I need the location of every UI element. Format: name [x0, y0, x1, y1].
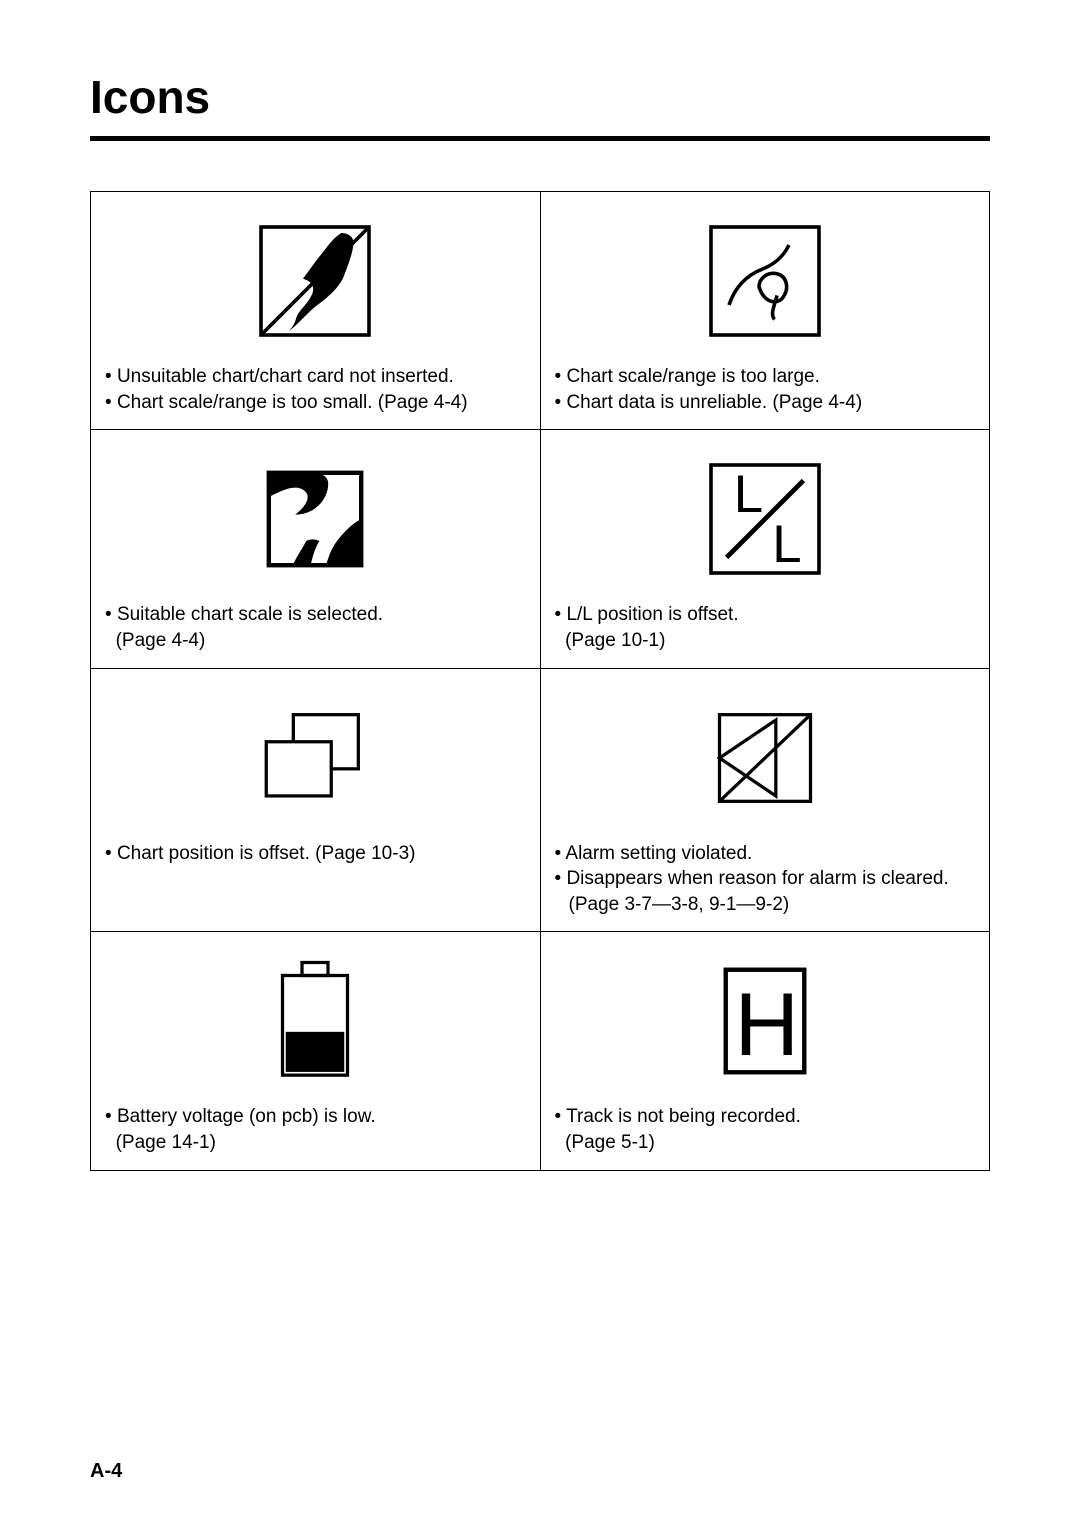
- cell-alarm: • Alarm setting violated. • Disappears w…: [540, 668, 990, 932]
- bullet-text: Chart position is offset. (Page 10-3): [117, 843, 416, 864]
- bullet-text: (Page 5-1): [565, 1132, 655, 1153]
- bullet: • Alarm setting violated.: [555, 841, 982, 867]
- bullet: • Track is not being recorded.: [555, 1104, 982, 1130]
- unsuitable-chart-icon: [99, 206, 532, 356]
- bullet: • Chart scale/range is too large.: [555, 364, 982, 390]
- cell-unsuitable-chart: • Unsuitable chart/chart card not insert…: [91, 192, 541, 430]
- scale-too-large-icon: [549, 206, 982, 356]
- bullet-text: Disappears when reason for alarm is clea…: [566, 868, 948, 915]
- bullet: (Page 14-1): [105, 1130, 532, 1156]
- cell-ll-offset: L L • L/L position is offset. (Page 10-1…: [540, 430, 990, 668]
- bullet: • Chart data is unreliable. (Page 4-4): [555, 390, 982, 416]
- cell-desc: • Battery voltage (on pcb) is low. (Page…: [99, 1104, 532, 1155]
- bullet: (Page 10-1): [555, 628, 982, 654]
- cell-scale-too-large: • Chart scale/range is too large. • Char…: [540, 192, 990, 430]
- cell-battery: • Battery voltage (on pcb) is low. (Page…: [91, 932, 541, 1170]
- bullet-text: Unsuitable chart/chart card not inserted…: [117, 366, 454, 387]
- cell-desc: • Alarm setting violated. • Disappears w…: [549, 841, 982, 918]
- cell-desc: • Track is not being recorded. (Page 5-1…: [549, 1104, 982, 1155]
- svg-text:H: H: [734, 974, 799, 1074]
- page-title: Icons: [90, 70, 990, 124]
- chart-offset-icon: [99, 683, 532, 833]
- bullet-text: Battery voltage (on pcb) is low.: [117, 1106, 376, 1127]
- bullet-text: Chart scale/range is too small. (Page 4-…: [117, 392, 468, 413]
- cell-desc: • Unsuitable chart/chart card not insert…: [99, 364, 532, 415]
- cell-track-h: H • Track is not being recorded. (Page 5…: [540, 932, 990, 1170]
- bullet: • Disappears when reason for alarm is cl…: [555, 866, 982, 917]
- bullet: (Page 5-1): [555, 1130, 982, 1156]
- bullet: • Chart scale/range is too small. (Page …: [105, 390, 532, 416]
- bullet: • Chart position is offset. (Page 10-3): [105, 841, 532, 867]
- ll-offset-icon: L L: [549, 444, 982, 594]
- bullet: • Suitable chart scale is selected.: [105, 602, 532, 628]
- page-number: A-4: [90, 1460, 122, 1483]
- cell-chart-offset: • Chart position is offset. (Page 10-3): [91, 668, 541, 932]
- battery-icon: [99, 946, 532, 1096]
- bullet-text: Chart scale/range is too large.: [566, 366, 819, 387]
- bullet-text: (Page 4-4): [116, 630, 206, 651]
- track-h-icon: H: [549, 946, 982, 1096]
- cell-desc: • Chart scale/range is too large. • Char…: [549, 364, 982, 415]
- bullet-text: (Page 10-1): [565, 630, 665, 651]
- bullet: • L/L position is offset.: [555, 602, 982, 628]
- cell-desc: • L/L position is offset. (Page 10-1): [549, 602, 982, 653]
- alarm-icon: [549, 683, 982, 833]
- bullet: • Battery voltage (on pcb) is low.: [105, 1104, 532, 1130]
- cell-desc: • Chart position is offset. (Page 10-3): [99, 841, 532, 867]
- bullet-text: (Page 14-1): [116, 1132, 216, 1153]
- bullet: • Unsuitable chart/chart card not insert…: [105, 364, 532, 390]
- bullet-text: L/L position is offset.: [566, 604, 738, 625]
- page: Icons • Unsuitable chart/chart card not …: [0, 0, 1080, 1528]
- bullet-text: Chart data is unreliable. (Page 4-4): [566, 392, 862, 413]
- svg-text:L: L: [734, 465, 763, 524]
- bullet-text: Suitable chart scale is selected.: [117, 604, 383, 625]
- bullet-text: Track is not being recorded.: [566, 1106, 801, 1127]
- bullet-text: Alarm setting violated.: [565, 843, 752, 864]
- cell-suitable-scale: • Suitable chart scale is selected. (Pag…: [91, 430, 541, 668]
- icon-table: • Unsuitable chart/chart card not insert…: [90, 191, 990, 1171]
- suitable-scale-icon: [99, 444, 532, 594]
- svg-text:L: L: [772, 515, 801, 574]
- bullet: (Page 4-4): [105, 628, 532, 654]
- title-rule: [90, 136, 990, 141]
- cell-desc: • Suitable chart scale is selected. (Pag…: [99, 602, 532, 653]
